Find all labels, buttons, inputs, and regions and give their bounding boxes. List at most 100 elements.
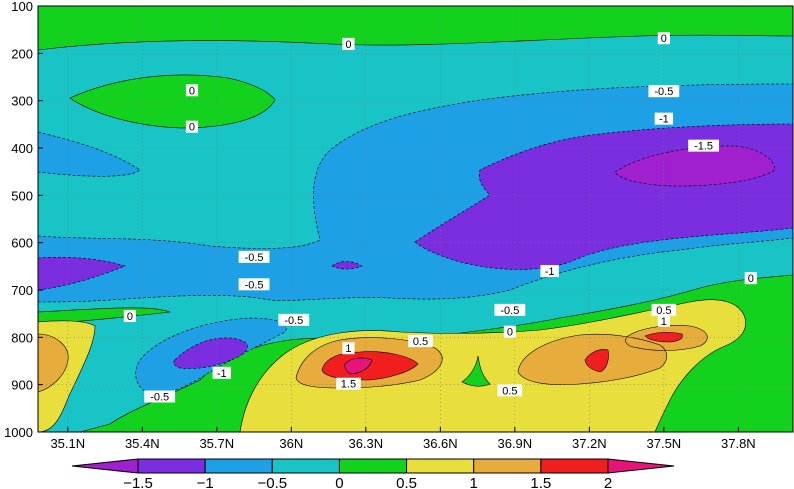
contour-label-text: 0 — [507, 327, 513, 339]
contour-label: -1 — [212, 366, 231, 380]
contour-label-bg — [503, 325, 516, 338]
contour-label-text: 0.5 — [656, 305, 671, 317]
colorbar-swatch — [271, 458, 340, 474]
contour-label-bg — [657, 314, 670, 327]
colorbar-min-triangle — [71, 458, 139, 474]
contour-label-text: 0.5 — [502, 385, 517, 397]
x-tick-label: 36N — [279, 436, 303, 451]
x-tick-label: 37.5N — [647, 436, 682, 451]
contour-label: 0.5 — [651, 303, 677, 317]
grid-lines — [38, 6, 793, 432]
plot-frame — [37, 5, 794, 433]
contour-label: -0.5 — [238, 278, 270, 291]
contour-label-text: -1 — [659, 114, 669, 126]
contour-label: -1 — [654, 112, 674, 126]
contour-label-bg — [540, 265, 559, 278]
contour-label-text: 0 — [345, 39, 351, 51]
x-axis: 35.1N 35.4N 35.7N 36N 36.3N 36.6N 36.9N 37.2N 37… — [50, 427, 756, 451]
y-tick-label: 400 — [11, 141, 33, 156]
contour-label-text: -0.5 — [150, 392, 169, 404]
colorbar-swatch — [338, 458, 408, 474]
contour-label-text: -0.5 — [245, 252, 264, 264]
contour-label: -0.5 — [144, 390, 176, 404]
contour-label: -0.5 — [648, 85, 680, 98]
contour-label-text: -1 — [545, 266, 555, 278]
colorbar-label: 2 — [604, 475, 612, 489]
contour-label-bg — [342, 37, 355, 50]
contour-labels: 0 000-0.5-1-1.5-0.5-0.5-10-0.50-0.500.510… — [123, 32, 757, 404]
contour-label-bg — [212, 366, 231, 379]
contour-label-bg — [123, 310, 136, 323]
contour-label-text: -0.5 — [500, 305, 519, 317]
contour-label: 0.5 — [408, 335, 433, 348]
contour-label: -0.5 — [238, 250, 270, 264]
contour-label-bg — [342, 342, 355, 355]
x-tick-label: 35.1N — [50, 436, 85, 451]
y-tick-label: 1000 — [4, 425, 33, 440]
contour-label: -1.5 — [688, 139, 719, 153]
contour-label-bg — [408, 335, 433, 348]
colorbar-label: −0.5 — [257, 475, 287, 489]
contour-label-text: -0.5 — [245, 279, 264, 291]
colorbar-label: 0 — [335, 475, 343, 489]
y-tick-label: 100 — [11, 0, 33, 14]
contour-label-text: 0 — [189, 122, 195, 134]
contour-label: 0 — [185, 84, 199, 97]
contour-label-text: -0.5 — [654, 86, 673, 98]
contour-label-bg — [336, 377, 361, 390]
x-tick-label: 35.4N — [125, 436, 160, 451]
contour-label: 0 — [657, 32, 670, 45]
fill-region-above-2 — [344, 357, 373, 375]
contour-label: 1 — [657, 314, 670, 328]
contour-label: -1 — [540, 265, 559, 278]
y-tick-label: 200 — [11, 46, 33, 61]
contour-label-bg — [144, 390, 176, 403]
x-tick-label: 35.7N — [199, 436, 234, 451]
colorbar-swatch — [473, 458, 542, 474]
contour-label: 0 — [123, 310, 136, 323]
contour-label-bg — [657, 32, 670, 45]
colorbar-swatch — [406, 458, 475, 474]
colorbar: −1.5 −1 −0.5 0 0.5 1 1.5 2 — [71, 458, 675, 489]
contour-label-text: 0 — [661, 33, 667, 45]
fill-region-green-blob-upper — [69, 74, 276, 129]
contour-label: -0.5 — [278, 313, 310, 327]
colorbar-swatch — [540, 458, 609, 474]
contour-label-bg — [744, 272, 757, 285]
fill-region-green-spike — [461, 355, 491, 387]
y-tick-label: 800 — [11, 330, 33, 345]
contour-label: -0.5 — [494, 303, 526, 317]
contour-label-text: -1.5 — [694, 141, 713, 153]
x-tick-label: 36.9N — [497, 436, 532, 451]
x-tick-label: 36.3N — [348, 436, 383, 451]
colorbar-label: −1 — [197, 475, 214, 489]
contour-label-text: 1 — [345, 343, 351, 355]
contour-label: 0 — [503, 325, 516, 339]
colorbar-label: −1.5 — [123, 475, 153, 489]
y-tick-label: 700 — [11, 283, 33, 298]
y-tick-label: 900 — [11, 378, 33, 393]
contour-label-text: 0 — [127, 311, 133, 323]
contour-label: 0 — [342, 37, 355, 51]
contour-label-text: 1 — [661, 316, 667, 328]
contour-label-bg — [688, 139, 719, 152]
contour-label-bg — [185, 84, 199, 97]
fill-region-below-neg1.5 — [614, 145, 776, 187]
contour-label-text: 0 — [748, 273, 754, 285]
contour-label-bg — [651, 303, 677, 316]
contour-label: 0.5 — [497, 384, 523, 397]
colorbar-label: 1 — [470, 475, 478, 489]
contour-label-bg — [238, 278, 270, 291]
colorbar-label: 1.5 — [530, 475, 551, 489]
contour-label-text: 1.5 — [341, 379, 356, 391]
colorbar-label: 0.5 — [396, 475, 417, 489]
contour-label: 1 — [342, 342, 355, 355]
contour-label: 1.5 — [336, 377, 361, 391]
contour-label-bg — [185, 120, 199, 133]
contour-label-bg — [238, 250, 270, 263]
contour-label: 0 — [185, 120, 199, 134]
colorbar-swatch — [204, 458, 273, 474]
contour-label-bg — [497, 384, 523, 397]
contour-label: 0 — [744, 272, 757, 285]
